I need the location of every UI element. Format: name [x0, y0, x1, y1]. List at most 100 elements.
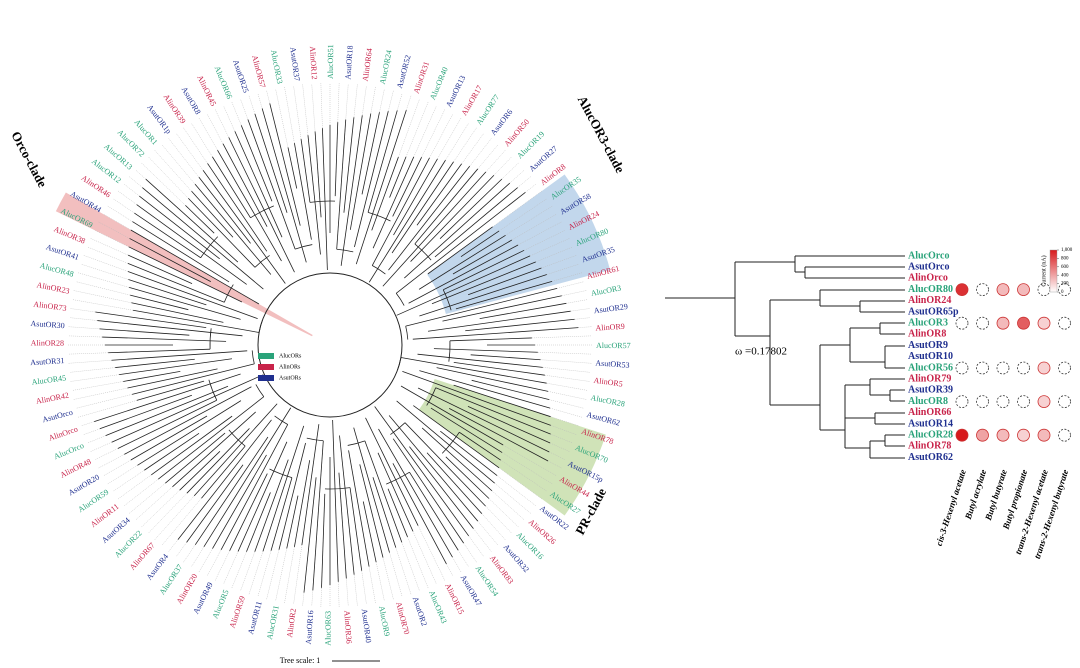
response-dot	[1058, 316, 1071, 330]
leaf-label: AlinOR45	[195, 74, 218, 108]
leader	[68, 326, 100, 330]
leaf-label: AlucOR40	[428, 66, 450, 101]
branch-arc	[274, 415, 288, 425]
response-dot	[1037, 428, 1051, 442]
leader	[161, 144, 196, 185]
leaf-label: AlinOR42	[35, 391, 69, 406]
leader	[69, 367, 116, 373]
leaf-label: AlucOR51	[326, 44, 335, 79]
leader	[401, 542, 420, 592]
leader	[353, 84, 358, 118]
branch	[261, 108, 307, 263]
leader	[501, 162, 519, 180]
leader	[537, 352, 592, 355]
leader	[107, 465, 138, 485]
branch	[188, 197, 256, 268]
branch	[435, 387, 551, 435]
branch	[130, 415, 208, 461]
branch	[127, 368, 218, 389]
leader	[78, 272, 130, 288]
branch	[400, 385, 504, 446]
branch	[442, 295, 562, 322]
branch	[417, 353, 543, 368]
leader	[83, 428, 100, 435]
branch	[349, 113, 372, 230]
leader	[485, 505, 513, 534]
branch	[179, 450, 221, 491]
response-dot	[955, 316, 969, 330]
leaf-label: AlinOR20	[175, 572, 200, 605]
leader	[570, 308, 590, 312]
leader	[517, 176, 531, 188]
branch	[440, 430, 498, 476]
branch-arc	[294, 244, 313, 250]
leader	[223, 551, 239, 585]
leader	[578, 326, 592, 328]
leader	[498, 198, 548, 232]
branch	[254, 113, 288, 213]
colorbar-tick-label: 600	[1061, 265, 1069, 270]
leader	[190, 122, 213, 157]
branch	[150, 415, 233, 476]
branch	[130, 294, 189, 311]
leader	[206, 549, 222, 577]
leaf-label: AlinOR31	[412, 60, 431, 94]
leader	[525, 183, 537, 193]
colorbar	[1049, 249, 1058, 293]
branch	[314, 131, 322, 218]
branch	[202, 170, 286, 284]
leader	[548, 391, 587, 400]
legend-label: AlucORs	[279, 353, 302, 359]
branch	[270, 477, 293, 551]
leader	[550, 416, 580, 427]
leader	[550, 442, 570, 452]
branch	[348, 450, 370, 567]
leader	[86, 435, 106, 444]
leaf-label: AlinOR57	[250, 54, 267, 89]
response-dot	[1017, 361, 1030, 375]
leaf-label: AsutOR40	[360, 608, 373, 643]
leaf-label: AlucOR24	[378, 49, 394, 85]
leader	[546, 382, 589, 391]
response-dot	[1058, 395, 1071, 409]
leader	[248, 95, 256, 114]
leader	[183, 544, 196, 563]
response-dot	[955, 283, 969, 297]
branch	[222, 143, 268, 227]
leader	[206, 113, 224, 144]
leader	[362, 85, 367, 116]
leader	[407, 536, 429, 589]
leaf-label: AsutOrco	[41, 408, 73, 425]
branch	[132, 309, 260, 333]
branch	[128, 246, 243, 303]
leaf-label: AlinOR59	[228, 595, 247, 629]
branch	[382, 171, 487, 287]
leaf-label: AlinOR70	[394, 601, 411, 636]
branch	[392, 438, 464, 544]
leader	[544, 374, 590, 382]
branch	[418, 234, 506, 290]
leader	[198, 548, 213, 573]
branch	[129, 238, 211, 282]
branch	[439, 178, 503, 240]
branch	[404, 182, 511, 279]
leader	[248, 551, 264, 595]
clade-label: Orco-clade	[8, 129, 50, 190]
branch	[303, 477, 317, 593]
leader	[284, 546, 295, 604]
leaf-label: AlinOR8	[908, 329, 946, 340]
branch	[388, 165, 471, 271]
branch	[434, 187, 518, 258]
leader	[90, 441, 112, 452]
leaf-label: AsutOR8	[180, 85, 203, 116]
branch	[131, 302, 224, 323]
branch	[453, 384, 551, 418]
colorbar-tick-label: 800	[1061, 257, 1069, 262]
branch	[203, 407, 292, 548]
response-dot	[1037, 361, 1051, 375]
legend-swatch	[258, 364, 274, 370]
leader	[69, 317, 98, 321]
response-dot	[996, 361, 1010, 375]
branch	[127, 254, 193, 284]
leader	[389, 552, 403, 597]
